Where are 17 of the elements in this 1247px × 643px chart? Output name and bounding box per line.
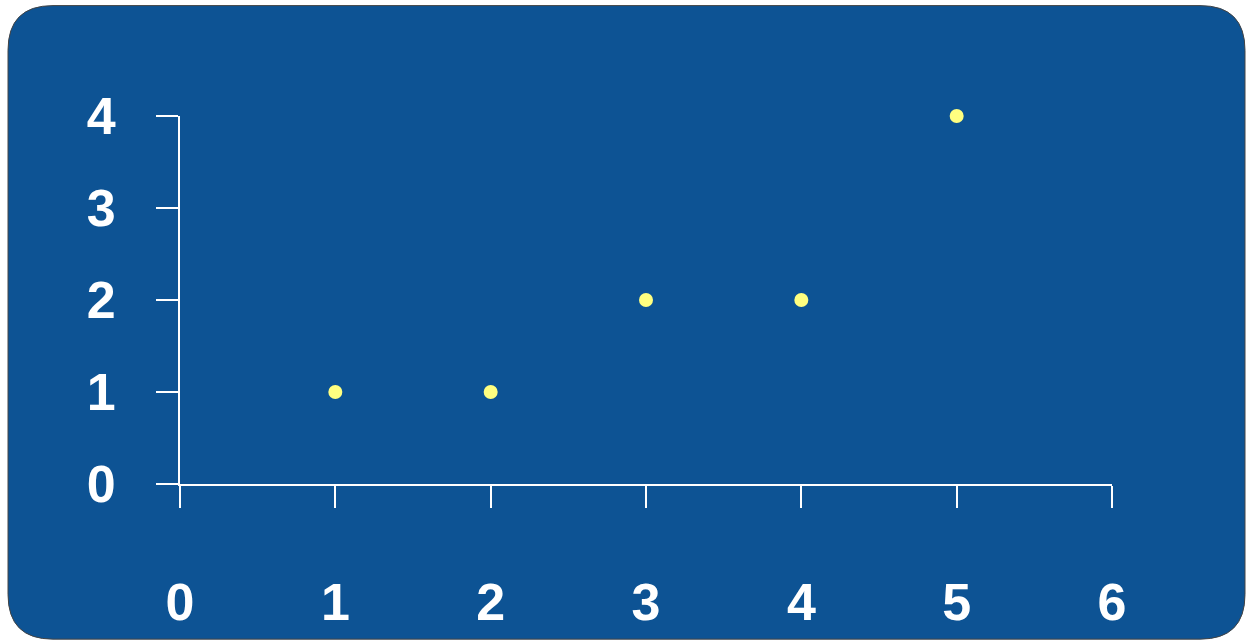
point (483, 385, 498, 399)
x-tick-label: 6 (1097, 573, 1127, 632)
y-tick-label: 4 (86, 87, 116, 146)
point (794, 293, 809, 307)
x-tick-label: 4 (786, 573, 816, 632)
x-tick-label: 0 (165, 573, 195, 632)
point (328, 385, 343, 399)
y-tick-label: 2 (86, 271, 116, 330)
y-tick-label: 1 (86, 363, 116, 422)
y-tick-label: 0 (86, 455, 116, 514)
point (639, 293, 653, 307)
x-tick-label: 5 (942, 573, 972, 632)
x-tick-label: 3 (631, 573, 661, 632)
point (949, 109, 964, 123)
x-tick-label: 2 (476, 573, 506, 632)
x-tick-label: 1 (320, 573, 350, 632)
y-tick-label: 3 (86, 179, 116, 238)
